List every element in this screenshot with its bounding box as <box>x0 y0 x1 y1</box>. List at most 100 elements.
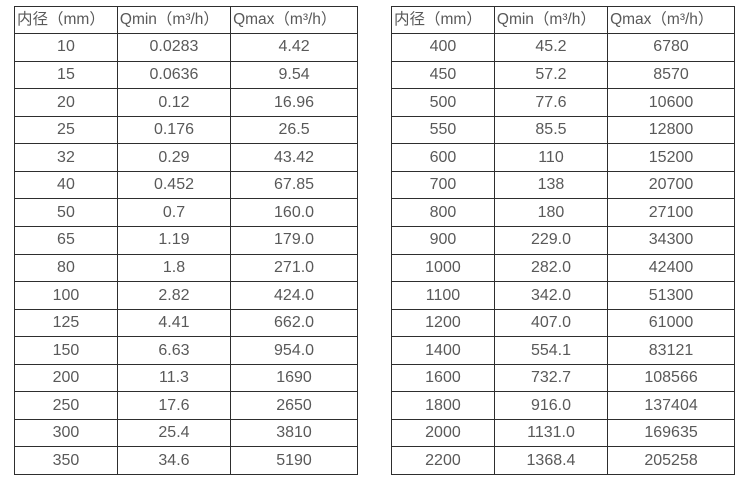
table-row: 1100 342.0 51300 <box>391 281 735 310</box>
table-row: 1800 916.0 137404 <box>391 391 735 420</box>
table-row: 250 17.6 2650 <box>14 391 358 420</box>
qmax-cell: 2650 <box>230 391 358 420</box>
qmin-cell: 1368.4 <box>493 446 609 475</box>
table-row: 50 0.7 160.0 <box>14 198 358 227</box>
qmin-cell: 4.41 <box>116 308 232 338</box>
table-row: 800 180 27100 <box>391 198 735 227</box>
table-row: 900 229.0 34300 <box>391 225 735 255</box>
diameter-cell: 1400 <box>391 336 495 365</box>
flow-table-large-diameters: 内径（mm） Qmin（m³/h） Qmax（m³/h） 400 45.2 6780 450… <box>391 6 735 475</box>
qmax-cell: 4.42 <box>230 33 358 62</box>
diameter-cell: 500 <box>391 88 495 117</box>
qmax-cell: 169635 <box>607 418 735 448</box>
qmin-cell: 85.5 <box>493 115 609 145</box>
qmax-cell: 6780 <box>607 33 735 62</box>
table-row: 20 0.12 16.96 <box>14 88 358 117</box>
diameter-cell: 1100 <box>391 281 495 310</box>
qmax-cell: 8570 <box>607 60 735 90</box>
diameter-cell: 350 <box>14 446 118 475</box>
table-row: 1400 554.1 83121 <box>391 336 735 365</box>
qmax-cell: 26.5 <box>230 115 358 145</box>
diameter-cell: 100 <box>14 281 118 310</box>
flow-table-small-diameters: 内径（mm） Qmin（m³/h） Qmax（m³/h） 10 0.0283 4.42 15… <box>14 6 358 475</box>
diameter-cell: 2200 <box>391 446 495 475</box>
qmax-cell: 3810 <box>230 418 358 448</box>
diameter-cell: 32 <box>14 143 118 172</box>
qmin-cell: 0.12 <box>116 88 232 117</box>
qmax-cell: 34300 <box>607 225 735 255</box>
qmin-cell: 0.0283 <box>116 33 232 62</box>
qmin-cell: 34.6 <box>116 446 232 475</box>
qmin-cell: 17.6 <box>116 391 232 420</box>
qmax-cell: 160.0 <box>230 198 358 227</box>
table-row: 40 0.452 67.85 <box>14 170 358 200</box>
table-row: 450 57.2 8570 <box>391 60 735 90</box>
diameter-cell: 15 <box>14 60 118 90</box>
qmax-cell: 424.0 <box>230 281 358 310</box>
qmax-cell: 9.54 <box>230 60 358 90</box>
table-row: 200 11.3 1690 <box>14 363 358 393</box>
diameter-cell: 50 <box>14 198 118 227</box>
qmin-cell: 1.19 <box>116 225 232 255</box>
qmax-cell: 12800 <box>607 115 735 145</box>
qmax-cell: 83121 <box>607 336 735 365</box>
qmin-cell: 342.0 <box>493 281 609 310</box>
diameter-cell: 1000 <box>391 253 495 283</box>
qmin-cell: 1.8 <box>116 253 232 283</box>
qmin-cell: 0.176 <box>116 115 232 145</box>
qmin-cell: 2.82 <box>116 281 232 310</box>
table-row: 100 2.82 424.0 <box>14 281 358 310</box>
qmax-cell: 5190 <box>230 446 358 475</box>
qmax-cell: 67.85 <box>230 170 358 200</box>
table-row: 15 0.0636 9.54 <box>14 60 358 90</box>
diameter-cell: 2000 <box>391 418 495 448</box>
column-header-qmin: Qmin（m³/h） <box>493 6 609 34</box>
table-row: 500 77.6 10600 <box>391 88 735 117</box>
qmax-cell: 15200 <box>607 143 735 172</box>
table-row: 550 85.5 12800 <box>391 115 735 145</box>
qmax-cell: 10600 <box>607 88 735 117</box>
qmin-cell: 282.0 <box>493 253 609 283</box>
diameter-cell: 450 <box>391 60 495 90</box>
qmin-cell: 180 <box>493 198 609 227</box>
table-row: 1600 732.7 108566 <box>391 363 735 393</box>
qmax-cell: 137404 <box>607 391 735 420</box>
table-row: 400 45.2 6780 <box>391 33 735 62</box>
table-row: 700 138 20700 <box>391 170 735 200</box>
qmax-cell: 179.0 <box>230 225 358 255</box>
column-header-qmin: Qmin（m³/h） <box>116 6 232 34</box>
table-row: 2000 1131.0 169635 <box>391 418 735 448</box>
qmin-cell: 916.0 <box>493 391 609 420</box>
diameter-cell: 10 <box>14 33 118 62</box>
table-row: 1000 282.0 42400 <box>391 253 735 283</box>
diameter-cell: 40 <box>14 170 118 200</box>
header-row: 内径（mm） Qmin（m³/h） Qmax（m³/h） <box>14 6 358 34</box>
qmax-cell: 61000 <box>607 308 735 338</box>
column-header-qmax: Qmax（m³/h） <box>607 6 735 34</box>
qmin-cell: 45.2 <box>493 33 609 62</box>
diameter-cell: 250 <box>14 391 118 420</box>
table-row: 125 4.41 662.0 <box>14 308 358 338</box>
qmin-cell: 0.0636 <box>116 60 232 90</box>
diameter-cell: 25 <box>14 115 118 145</box>
column-header-diameter: 内径（mm） <box>14 6 118 34</box>
qmin-cell: 138 <box>493 170 609 200</box>
qmin-cell: 0.7 <box>116 198 232 227</box>
diameter-cell: 1600 <box>391 363 495 393</box>
qmin-cell: 77.6 <box>493 88 609 117</box>
qmax-cell: 43.42 <box>230 143 358 172</box>
qmin-cell: 732.7 <box>493 363 609 393</box>
diameter-cell: 400 <box>391 33 495 62</box>
qmax-cell: 20700 <box>607 170 735 200</box>
qmax-cell: 51300 <box>607 281 735 310</box>
qmin-cell: 407.0 <box>493 308 609 338</box>
diameter-cell: 20 <box>14 88 118 117</box>
qmin-cell: 25.4 <box>116 418 232 448</box>
diameter-cell: 900 <box>391 225 495 255</box>
qmin-cell: 110 <box>493 143 609 172</box>
table-row: 65 1.19 179.0 <box>14 225 358 255</box>
qmin-cell: 0.29 <box>116 143 232 172</box>
qmax-cell: 662.0 <box>230 308 358 338</box>
diameter-cell: 700 <box>391 170 495 200</box>
